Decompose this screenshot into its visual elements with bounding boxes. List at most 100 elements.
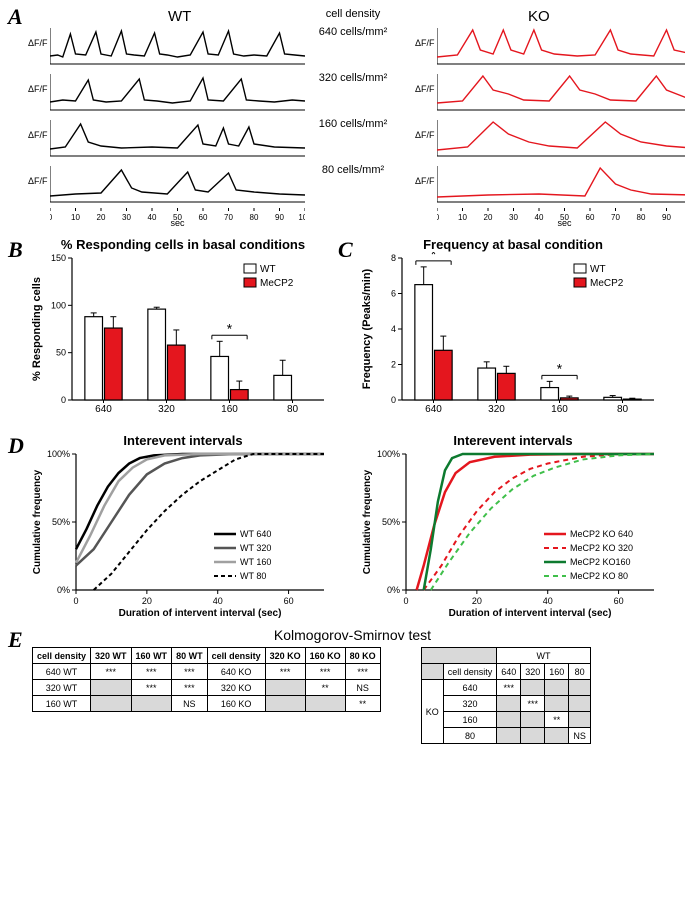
traces-wt: ΔF/F ΔF/F ΔF/F ΔF/F 01020304050607080901… [30,24,305,226]
panel-c-title: Frequency at basal condition [358,237,668,252]
svg-text:40: 40 [213,596,223,606]
svg-text:4: 4 [391,324,396,334]
svg-text:10: 10 [458,213,467,222]
svg-text:0: 0 [50,213,53,222]
panel-a-title-wt: WT [168,8,191,25]
svg-text:WT 320: WT 320 [240,543,271,553]
svg-text:sec: sec [557,218,572,226]
svg-text:100: 100 [51,300,66,310]
svg-text:Duration of intervent interval: Duration of intervent interval (sec) [119,608,282,618]
svg-text:30: 30 [122,213,131,222]
ylabel: ΔF/F [28,84,48,94]
svg-text:640: 640 [95,404,112,415]
svg-text:0: 0 [403,596,408,606]
svg-text:40: 40 [148,213,157,222]
svg-text:80: 80 [287,404,299,415]
panel-d-row: D Interevent intervals 02040600%50%100%C… [8,433,677,623]
panel-a: A WT KO cell density 640 cells/mm² 320 c… [8,8,677,233]
svg-text:40: 40 [543,596,553,606]
svg-text:*: * [431,252,437,262]
svg-text:Cumulative frequency: Cumulative frequency [362,469,373,574]
svg-text:0%: 0% [57,585,70,595]
panel-d-title-l: Interevent intervals [28,433,338,448]
density-0: 640 cells/mm² [308,26,398,38]
svg-text:640: 640 [425,404,442,415]
svg-text:Frequency (Peaks/min): Frequency (Peaks/min) [361,268,373,389]
svg-text:320: 320 [158,404,175,415]
svg-text:100%: 100% [377,449,400,459]
svg-text:150: 150 [51,253,66,263]
svg-text:6: 6 [391,289,396,299]
svg-text:90: 90 [662,213,671,222]
svg-text:90: 90 [275,213,284,222]
svg-text:80: 80 [637,213,646,222]
svg-text:20: 20 [97,213,106,222]
svg-text:MeCP2: MeCP2 [260,278,294,289]
svg-text:MeCP2: MeCP2 [590,278,624,289]
svg-text:60: 60 [199,213,208,222]
svg-text:60: 60 [586,213,595,222]
svg-text:160: 160 [221,404,238,415]
svg-text:Cumulative frequency: Cumulative frequency [32,469,43,574]
ks-tables: cell density320 WT160 WT80 WTcell densit… [32,647,677,744]
ylabel: ΔF/F [415,130,435,140]
svg-text:MeCP2 KO 80: MeCP2 KO 80 [570,571,628,581]
svg-text:% Responding cells: % Responding cells [31,277,43,381]
svg-text:0: 0 [73,596,78,606]
svg-text:160: 160 [551,404,568,415]
svg-text:60: 60 [614,596,624,606]
svg-text:50%: 50% [52,517,70,527]
svg-text:0: 0 [437,213,440,222]
svg-text:Duration of intervent interval: Duration of intervent interval (sec) [449,608,612,618]
ks-table-2: WTcell density64032016080KO640***320***1… [421,647,591,744]
svg-text:2: 2 [391,360,396,370]
svg-text:50: 50 [56,348,66,358]
svg-text:MeCP2 KO 640: MeCP2 KO 640 [570,529,633,539]
ylabel: ΔF/F [28,176,48,186]
svg-text:60: 60 [284,596,294,606]
density-column: cell density 640 cells/mm² 320 cells/mm²… [308,8,398,210]
density-3: 80 cells/mm² [308,164,398,176]
svg-text:20: 20 [484,213,493,222]
ylabel: ΔF/F [415,38,435,48]
ylabel: ΔF/F [415,176,435,186]
svg-text:30: 30 [509,213,518,222]
ylabel: ΔF/F [415,84,435,94]
svg-text:0%: 0% [387,585,400,595]
panel-b-c-row: B % Responding cells in basal conditions… [8,237,677,427]
svg-text:8: 8 [391,253,396,263]
panel-a-label: A [8,4,23,30]
svg-text:0: 0 [61,395,66,405]
panel-d-title-r: Interevent intervals [358,433,668,448]
panel-b-plot: 050100150% Responding cells64032016080*W… [28,252,338,427]
svg-text:WT: WT [590,264,606,275]
svg-text:WT 160: WT 160 [240,557,271,567]
panel-a-title-ko: KO [528,8,550,25]
svg-text:WT 640: WT 640 [240,529,271,539]
panel-b-title: % Responding cells in basal conditions [28,237,338,252]
svg-text:MeCP2 KO160: MeCP2 KO160 [570,557,631,567]
panel-e: E Kolmogorov-Smirnov test cell density32… [8,627,677,744]
panel-e-label: E [8,627,28,744]
panel-c-plot: 0 2 4 6 8 Frequency (Peaks/min) 640 320 160 80 * * W… [358,252,668,427]
svg-text:*: * [557,360,563,376]
ylabel: ΔF/F [28,38,48,48]
ks-table-1: cell density320 WT160 WT80 WTcell densit… [32,647,381,712]
svg-text:80: 80 [617,404,629,415]
svg-text:20: 20 [472,596,482,606]
svg-text:320: 320 [488,404,505,415]
svg-text:WT 80: WT 80 [240,571,266,581]
svg-text:*: * [227,320,233,336]
density-1: 320 cells/mm² [308,72,398,84]
svg-text:0: 0 [391,395,396,405]
svg-text:100%: 100% [47,449,70,459]
svg-text:40: 40 [535,213,544,222]
svg-text:80: 80 [250,213,259,222]
density-2: 160 cells/mm² [308,118,398,130]
figure: A WT KO cell density 640 cells/mm² 320 c… [8,8,677,744]
svg-text:20: 20 [142,596,152,606]
panel-c-label: C [338,237,358,427]
svg-text:70: 70 [611,213,620,222]
panel-e-title: Kolmogorov-Smirnov test [28,627,677,643]
svg-text:MeCP2 KO 320: MeCP2 KO 320 [570,543,633,553]
